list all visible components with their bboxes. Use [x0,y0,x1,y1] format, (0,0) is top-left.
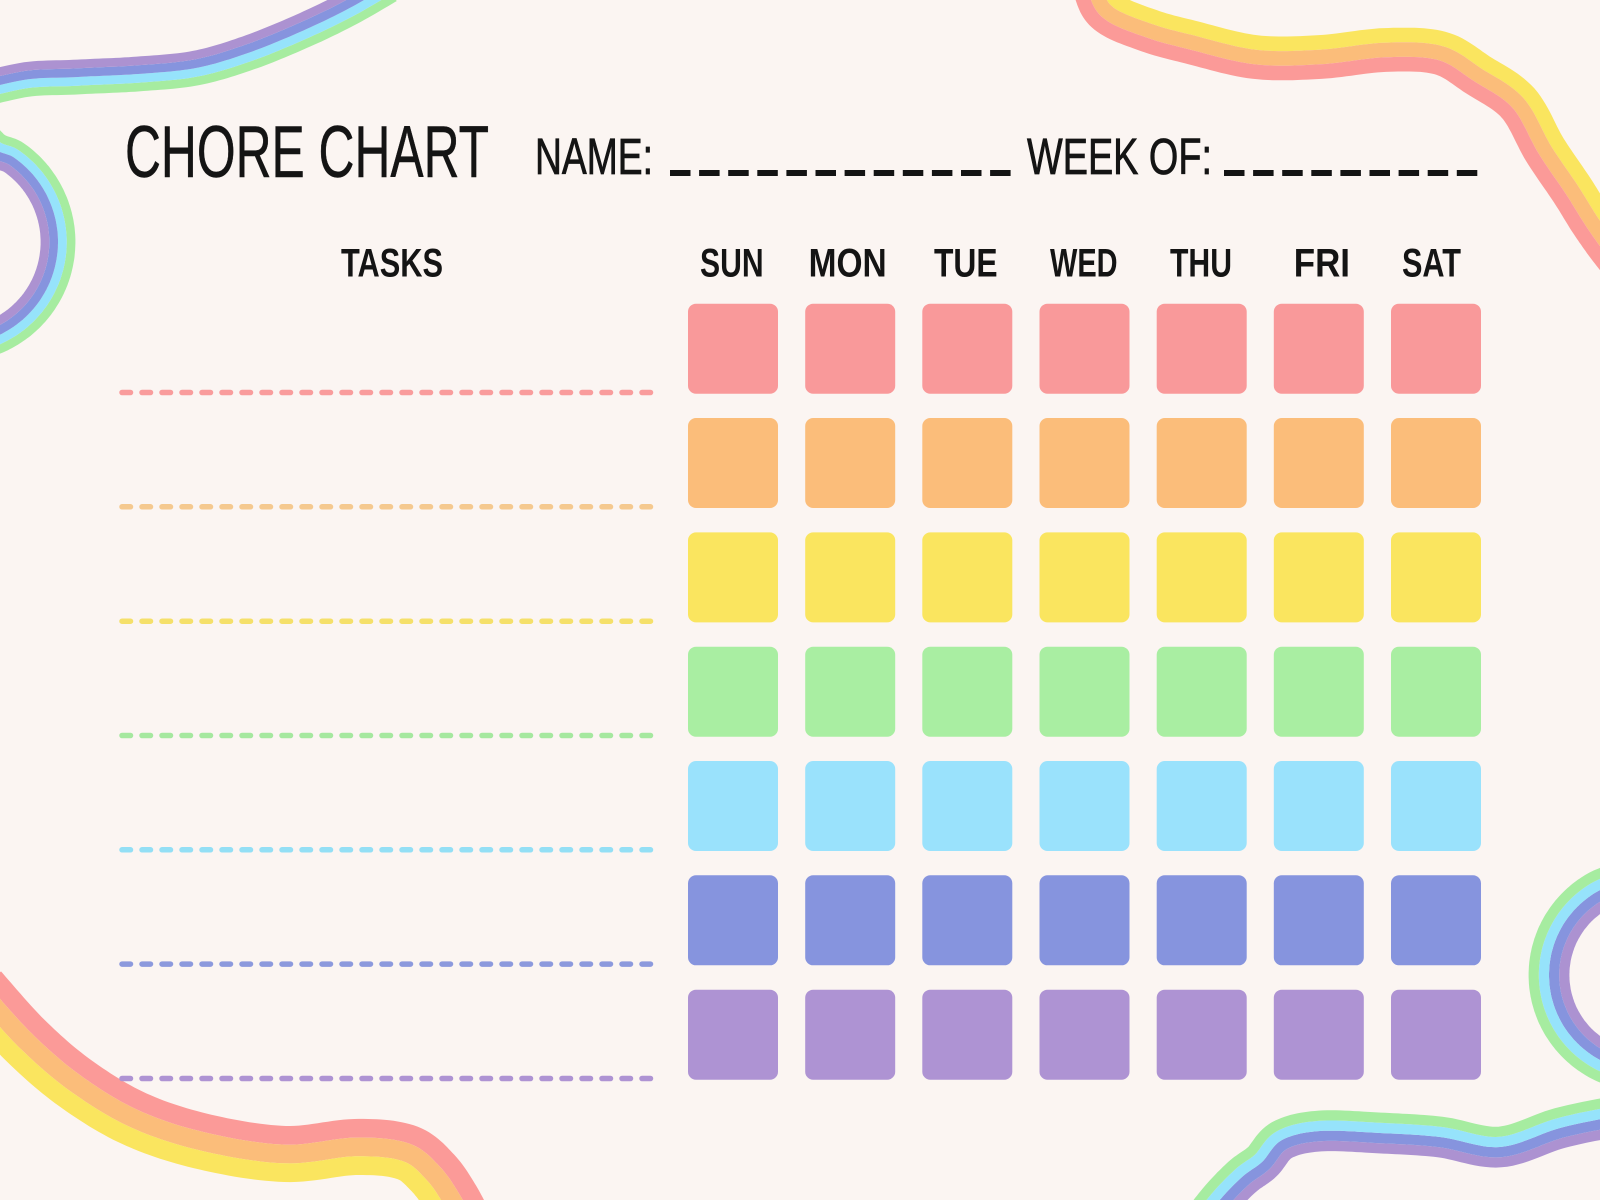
svg-text:SUN: SUN [700,242,764,286]
svg-text:CHORE CHART: CHORE CHART [125,112,489,193]
svg-text:WEEK OF:: WEEK OF: [1027,128,1212,185]
svg-text:TASKS: TASKS [341,242,443,286]
svg-text:THU: THU [1170,242,1232,286]
svg-text:NAME:: NAME: [535,128,653,185]
svg-text:MON: MON [809,242,887,286]
svg-text:SAT: SAT [1402,242,1461,286]
svg-text:WED: WED [1050,242,1118,286]
svg-text:TUE: TUE [934,242,998,286]
svg-text:FRI: FRI [1294,242,1350,286]
